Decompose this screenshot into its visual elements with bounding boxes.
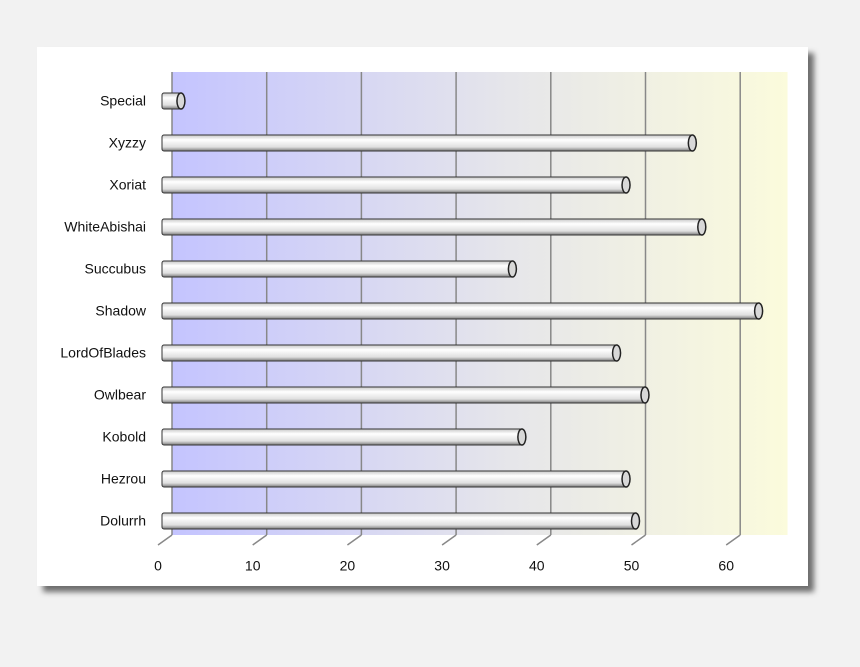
- bar-cap: [630, 512, 641, 530]
- bar-body: [161, 344, 618, 362]
- bar-body: [161, 386, 646, 404]
- bar-cap: [621, 470, 631, 488]
- x-tick-label: 20: [340, 558, 356, 574]
- bar-cap: [640, 386, 650, 404]
- y-tick-label: Xyzzy: [109, 135, 146, 151]
- x-tick-label: 50: [624, 558, 640, 574]
- bar-cap: [507, 260, 518, 278]
- bar-body: [161, 218, 703, 236]
- y-tick-label: Hezrou: [101, 471, 146, 487]
- bar-cap: [753, 302, 764, 320]
- bar: [161, 176, 631, 194]
- bar: [161, 470, 631, 488]
- bar-body: [161, 302, 760, 320]
- bar-body: [161, 470, 627, 488]
- bar-cap: [697, 218, 707, 236]
- y-tick-label: LordOfBlades: [60, 345, 146, 361]
- y-tick-label: Succubus: [85, 261, 146, 277]
- bar: [161, 386, 650, 404]
- bar: [161, 428, 527, 446]
- bar-body: [161, 134, 693, 152]
- bar: [161, 512, 641, 530]
- tick-mark: [252, 534, 268, 546]
- x-tick-label: 60: [718, 558, 734, 574]
- bar-body: [161, 512, 636, 530]
- bar-body: [161, 428, 523, 446]
- y-tick-label: Special: [100, 93, 146, 109]
- tick-mark: [157, 534, 173, 546]
- bar: [161, 302, 764, 320]
- y-tick-label: Dolurrh: [100, 513, 146, 529]
- bar-body: [161, 260, 513, 278]
- bar: [161, 344, 622, 362]
- y-tick-label: WhiteAbishai: [64, 219, 146, 235]
- bar-cap: [621, 176, 631, 194]
- x-tick-label: 0: [154, 558, 162, 574]
- tick-mark: [725, 534, 741, 546]
- bar-cap: [611, 344, 622, 362]
- tick-mark: [441, 534, 457, 546]
- x-tick-label: 10: [245, 558, 261, 574]
- bar-cap: [687, 134, 698, 152]
- y-tick-label: Xoriat: [109, 177, 146, 193]
- x-tick-label: 40: [529, 558, 545, 574]
- bar: [161, 92, 186, 110]
- bar: [161, 218, 707, 236]
- bar-body: [161, 176, 627, 194]
- tick-mark: [536, 534, 552, 546]
- y-tick-label: Shadow: [95, 303, 146, 319]
- bar: [161, 134, 698, 152]
- x-tick-label: 30: [434, 558, 450, 574]
- y-tick-label: Kobold: [102, 429, 146, 445]
- bar-cap: [517, 428, 527, 446]
- tick-mark: [346, 534, 362, 546]
- bar: [161, 260, 518, 278]
- y-tick-label: Owlbear: [94, 387, 146, 403]
- tick-mark: [631, 534, 646, 546]
- bar-cap: [176, 92, 186, 110]
